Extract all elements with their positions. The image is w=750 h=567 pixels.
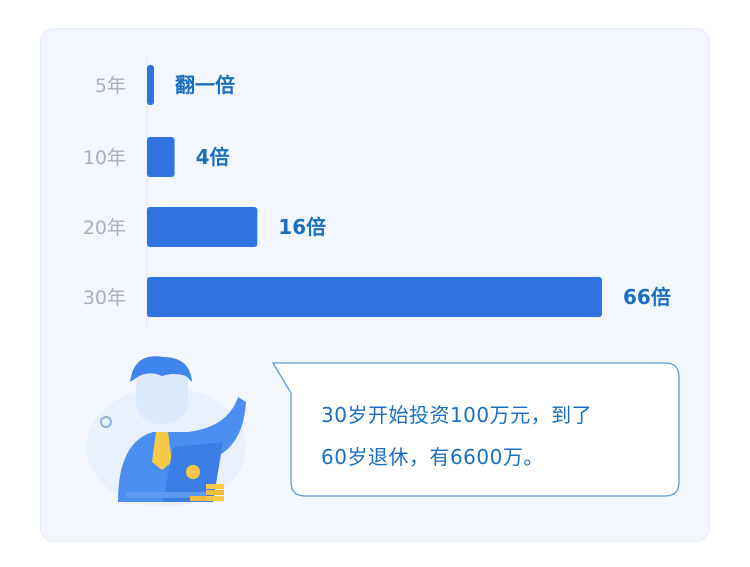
bar-chart: 5年 翻一倍 10年 4倍 20年 16倍 30年 66倍 [83, 55, 671, 326]
businessman-illustration-icon [86, 356, 246, 507]
callout-line: 60岁退休，有6600万。 [321, 445, 544, 469]
data-label: 4倍 [196, 145, 230, 169]
data-label: 翻一倍 [175, 73, 235, 97]
bar [147, 65, 154, 105]
category-label: 30年 [83, 287, 126, 309]
bar [147, 277, 602, 317]
data-label: 66倍 [623, 285, 671, 309]
category-label: 10年 [83, 147, 126, 169]
bar [147, 207, 258, 247]
category-label: 20年 [83, 217, 126, 239]
bar [147, 137, 175, 177]
data-label: 16倍 [278, 215, 326, 239]
category-label: 5年 [95, 75, 126, 97]
speech-bubble [271, 362, 680, 497]
callout-line: 30岁开始投资100万元，到了 [321, 403, 593, 427]
callout-text: 30岁开始投资100万元，到了 60岁退休，有6600万。 [321, 394, 671, 478]
